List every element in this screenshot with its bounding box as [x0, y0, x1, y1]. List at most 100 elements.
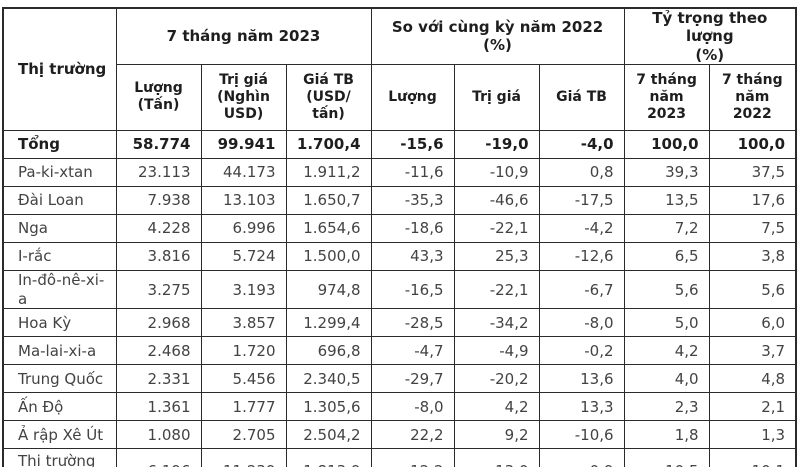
header-tri-gia-pct: Trị giá: [453, 63, 540, 131]
value-cell: -10,9: [453, 157, 540, 187]
value-cell: 5.456: [200, 364, 287, 394]
value-cell: 11.239: [200, 448, 287, 467]
value-cell: 9,2: [453, 420, 540, 450]
header-share-2022: 7 tháng năm 2022: [708, 63, 797, 131]
value-cell: 3.857: [200, 308, 287, 338]
value-cell: 23.113: [115, 157, 202, 187]
value-cell: 2.340,5: [285, 364, 372, 394]
value-cell: 2,3: [623, 392, 710, 422]
market-name: Đài Loan: [2, 185, 117, 215]
value-cell: -6,7: [538, 269, 625, 310]
value-cell: 4,2: [453, 392, 540, 422]
value-cell: -20,2: [453, 364, 540, 394]
value-cell: 2.705: [200, 420, 287, 450]
market-name: Hoa Kỳ: [2, 308, 117, 338]
value-cell: 13,3: [538, 392, 625, 422]
value-cell: 6.996: [200, 213, 287, 243]
value-cell: -8,0: [370, 392, 455, 422]
value-cell: 39,3: [623, 157, 710, 187]
value-cell: -15,6: [370, 129, 455, 159]
table-row: Đài Loan 7.938 13.103 1.650,7 -35,3 -46,6 -17,…: [2, 185, 797, 215]
value-cell: 5,6: [708, 269, 797, 310]
table-row: Hoa Kỳ 2.968 3.857 1.299,4 -28,5 -34,2 -8,0 5,0…: [2, 308, 797, 338]
value-cell: -0,2: [538, 336, 625, 366]
header-share-2023: 7 tháng năm 2023: [623, 63, 710, 131]
value-cell: -10,6: [538, 420, 625, 450]
value-cell: 6,5: [623, 241, 710, 271]
value-cell: 1.911,2: [285, 157, 372, 187]
value-cell: 43,3: [370, 241, 455, 271]
value-cell: -4,9: [453, 336, 540, 366]
value-cell: 4,8: [708, 364, 797, 394]
value-cell: 1.777: [200, 392, 287, 422]
value-cell: 25,3: [453, 241, 540, 271]
value-cell: 7.938: [115, 185, 202, 215]
value-cell: 696,8: [285, 336, 372, 366]
market-name: Tổng: [2, 129, 117, 159]
value-cell: 4.228: [115, 213, 202, 243]
value-cell: 13,6: [538, 364, 625, 394]
value-cell: 10,5: [623, 448, 710, 467]
value-cell: -34,2: [453, 308, 540, 338]
trade-table-container: Thị trường 7 tháng năm 2023 So với cùng …: [2, 7, 798, 467]
value-cell: 3.816: [115, 241, 202, 271]
value-cell: 1.650,7: [285, 185, 372, 215]
value-cell: 974,8: [285, 269, 372, 310]
value-cell: -13,0: [453, 448, 540, 467]
value-cell: 2.968: [115, 308, 202, 338]
header-market: Thị trường: [2, 7, 117, 131]
value-cell: 13,5: [623, 185, 710, 215]
value-cell: 6,0: [708, 308, 797, 338]
value-cell: 5,0: [623, 308, 710, 338]
market-name: Trung Quốc: [2, 364, 117, 394]
value-cell: 1.305,6: [285, 392, 372, 422]
market-name: Ả rập Xê Út: [2, 420, 117, 450]
table-row: Pa-ki-xtan 23.113 44.173 1.911,2 -11,6 -10,9 0…: [2, 157, 797, 187]
value-cell: 0,8: [538, 157, 625, 187]
market-name: I-rắc: [2, 241, 117, 271]
value-cell: 37,5: [708, 157, 797, 187]
value-cell: -18,6: [370, 213, 455, 243]
table-row: Trung Quốc 2.331 5.456 2.340,5 -29,7 -20,2 13,…: [2, 364, 797, 394]
value-cell: -29,7: [370, 364, 455, 394]
value-cell: 4,0: [623, 364, 710, 394]
value-cell: 100,0: [708, 129, 797, 159]
value-cell: -11,6: [370, 157, 455, 187]
value-cell: 58.774: [115, 129, 202, 159]
value-cell: 1.361: [115, 392, 202, 422]
value-cell: 5.724: [200, 241, 287, 271]
value-cell: -12,6: [538, 241, 625, 271]
value-cell: 1.500,0: [285, 241, 372, 271]
value-cell: 10,1: [708, 448, 797, 467]
table-row: Nga 4.228 6.996 1.654,6 -18,6 -22,1 -4,2 7,2 7,5: [2, 213, 797, 243]
value-cell: 4,2: [623, 336, 710, 366]
value-cell: 2.331: [115, 364, 202, 394]
market-name: Pa-ki-xtan: [2, 157, 117, 187]
value-cell: 2.468: [115, 336, 202, 366]
header-luong-pct: Lượng: [370, 63, 455, 131]
value-cell: -17,5: [538, 185, 625, 215]
value-cell: -22,1: [453, 269, 540, 310]
value-cell: 22,2: [370, 420, 455, 450]
value-cell: -0,9: [538, 448, 625, 467]
value-cell: -12,2: [370, 448, 455, 467]
table-row: I-rắc 3.816 5.724 1.500,0 43,3 25,3 -12,6 6,5 3,…: [2, 241, 797, 271]
value-cell: 1,3: [708, 420, 797, 450]
header-gia-tb-pct: Giá TB: [538, 63, 625, 131]
header-group-7thang-2023: 7 tháng năm 2023: [115, 7, 372, 65]
value-cell: -4,2: [538, 213, 625, 243]
value-cell: -4,7: [370, 336, 455, 366]
value-cell: 2.504,2: [285, 420, 372, 450]
value-cell: -16,5: [370, 269, 455, 310]
header-gia-tb-usd: Giá TB (USD/ tấn): [285, 63, 372, 131]
value-cell: -19,0: [453, 129, 540, 159]
value-cell: 6.196: [115, 448, 202, 467]
value-cell: -8,0: [538, 308, 625, 338]
value-cell: 44.173: [200, 157, 287, 187]
value-cell: 7,2: [623, 213, 710, 243]
market-name: Nga: [2, 213, 117, 243]
value-cell: 5,6: [623, 269, 710, 310]
value-cell: 17,6: [708, 185, 797, 215]
value-cell: 7,5: [708, 213, 797, 243]
